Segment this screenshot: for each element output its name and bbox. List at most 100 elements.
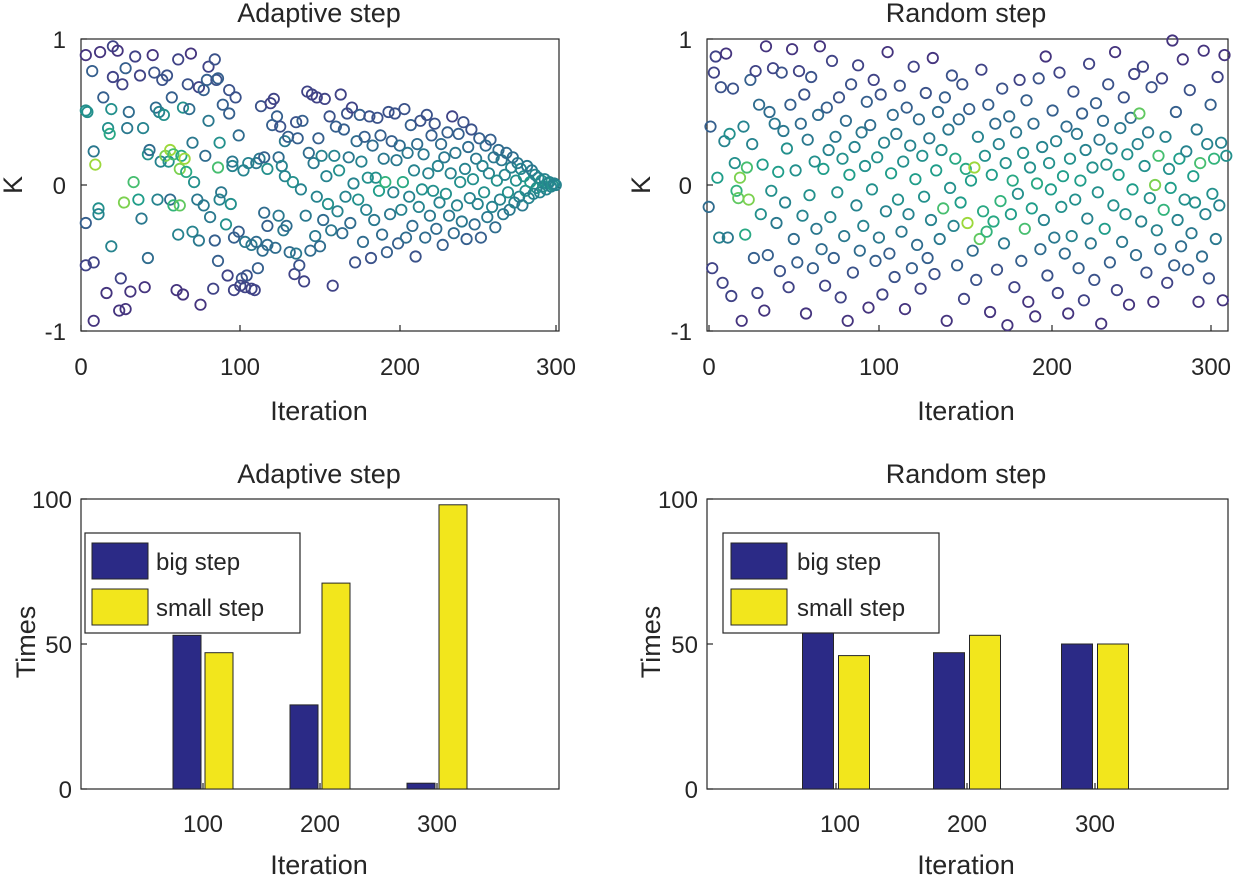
scatter-point	[272, 209, 285, 222]
scatter-point	[434, 138, 448, 151]
scatter-point	[1009, 126, 1023, 139]
scatter-point	[862, 301, 875, 314]
scatter-point	[947, 219, 960, 232]
scatter-point	[1216, 294, 1229, 307]
bar-adaptive-panel: Adaptive step 100 50 0 100 200 300 Itera…	[11, 459, 560, 879]
scatter-point	[806, 262, 820, 275]
scatter-point	[987, 215, 1000, 228]
scatter-point	[391, 237, 405, 250]
scatter-adaptive-xtick-label: 200	[380, 354, 420, 381]
scatter-point	[143, 143, 156, 157]
scatter-point	[380, 246, 393, 259]
scatter-point	[778, 196, 792, 209]
scatter-point	[930, 164, 943, 177]
scatter-point	[928, 267, 941, 281]
scatter-adaptive-ytick-label: 1	[53, 27, 66, 54]
scatter-point	[1168, 259, 1181, 272]
scatter-adaptive-ytick-label: -1	[45, 319, 66, 346]
scatter-point	[1201, 138, 1214, 151]
scatter-point	[874, 88, 887, 101]
scatter-point	[146, 48, 159, 62]
scatter-point	[1211, 70, 1224, 84]
scatter-adaptive-title: Adaptive step	[237, 0, 401, 28]
scatter-point	[132, 193, 145, 206]
scatter-point	[379, 176, 392, 189]
scatter-point	[971, 130, 985, 143]
scatter-point	[758, 304, 771, 317]
bar-random-ylabel: Times	[636, 606, 666, 679]
scatter-point	[258, 151, 271, 164]
scatter-point	[994, 195, 1007, 208]
scatter-point	[895, 225, 908, 238]
scatter-point	[964, 174, 978, 187]
scatter-point	[1110, 283, 1124, 297]
scatter-point	[455, 215, 468, 228]
scatter-point	[482, 167, 495, 180]
scatter-point	[888, 270, 901, 284]
scatter-point	[982, 98, 995, 111]
scatter-point	[533, 186, 547, 199]
scatter-point	[1187, 170, 1200, 183]
scatter-point	[1098, 222, 1111, 235]
scatter-point	[1192, 295, 1205, 308]
scatter-point	[897, 155, 910, 168]
scatter-point	[1133, 107, 1146, 120]
scatter-point	[737, 120, 750, 133]
scatter-point	[1065, 230, 1078, 243]
scatter-adaptive-xtick-label: 0	[74, 354, 87, 381]
scatter-point	[1055, 200, 1068, 213]
scatter-point	[444, 167, 457, 180]
scatter-point	[1074, 174, 1087, 187]
scatter-point	[358, 130, 371, 143]
scatter-point	[1206, 187, 1219, 200]
scatter-point	[313, 240, 327, 253]
scatter-point	[403, 190, 416, 203]
bar-big-step-100	[802, 631, 834, 790]
scatter-point	[79, 259, 92, 272]
scatter-point	[202, 60, 215, 73]
scatter-point	[1044, 183, 1058, 196]
scatter-point	[232, 129, 245, 142]
scatter-point	[477, 186, 491, 199]
scatter-point	[730, 184, 743, 197]
scatter-point	[442, 209, 456, 222]
scatter-point	[940, 314, 953, 327]
scatter-point	[836, 152, 849, 165]
scatter-point	[1063, 152, 1077, 165]
scatter-point	[481, 211, 494, 224]
scatter-point	[280, 219, 293, 232]
scatter-point	[1209, 232, 1222, 246]
scatter-point	[223, 107, 236, 120]
scatter-point	[283, 246, 296, 259]
scatter-point	[527, 187, 540, 200]
scatter-point	[438, 151, 451, 164]
scatter-point	[548, 177, 561, 190]
scatter-point	[181, 78, 194, 91]
scatter-point	[1058, 247, 1071, 260]
scatter-point	[860, 95, 873, 108]
scatter-point	[909, 173, 922, 186]
scatter-point	[89, 158, 102, 171]
scatter-point	[787, 232, 800, 246]
scatter-point	[278, 170, 291, 183]
scatter-point	[446, 110, 459, 123]
bar-random-xtick-label: 200	[947, 811, 987, 838]
scatter-adaptive-panel: Adaptive step 1 0 -1 0 100 200 300 Itera…	[0, 0, 576, 426]
scatter-point	[294, 183, 307, 196]
scatter-point	[937, 202, 950, 215]
scatter-point	[248, 283, 261, 297]
scatter-point	[369, 171, 382, 184]
scatter-point	[310, 91, 323, 104]
scatter-point	[1069, 193, 1082, 206]
scatter-point	[1001, 319, 1014, 332]
scatter-point	[549, 178, 562, 192]
scatter-point	[401, 146, 414, 159]
scatter-point	[1220, 149, 1233, 162]
scatter-point	[428, 117, 441, 130]
scatter-point	[419, 231, 432, 244]
scatter-point	[1037, 213, 1051, 227]
legend-label-small-step: small step	[797, 595, 905, 622]
scatter-point	[1166, 34, 1179, 47]
scatter-point	[329, 120, 342, 133]
scatter-point	[501, 186, 515, 199]
